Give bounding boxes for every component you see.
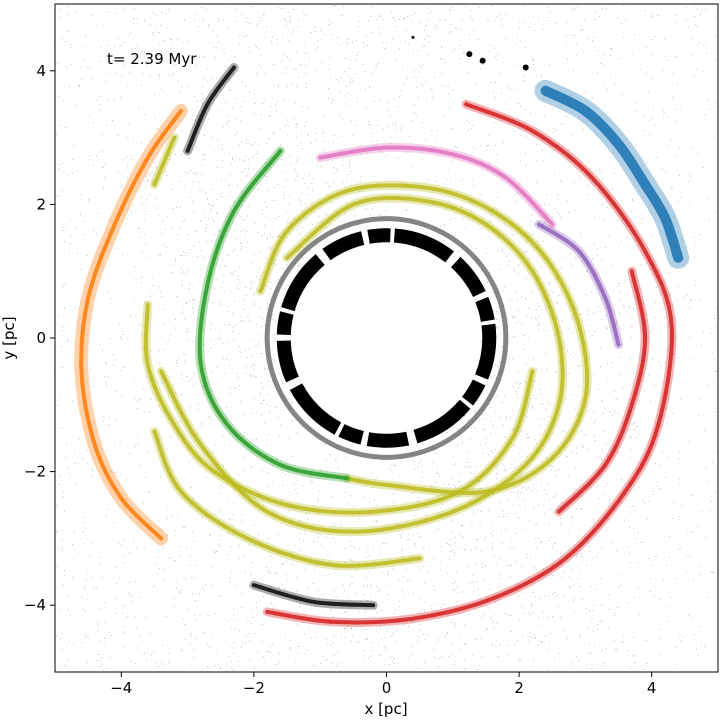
y-tick-label: −2 xyxy=(24,463,46,481)
x-tick-label: 4 xyxy=(647,679,657,697)
y-tick-label: 4 xyxy=(36,62,46,80)
pink-stream xyxy=(315,143,557,229)
inner-dense-ring xyxy=(276,228,497,448)
olive-stream-4-core xyxy=(152,429,422,568)
green-stream-core xyxy=(197,149,349,481)
y-tick-label: 0 xyxy=(36,329,46,347)
blue-stream xyxy=(534,79,690,269)
black-stream-upper xyxy=(183,63,239,156)
y-tick-label: 2 xyxy=(36,195,46,213)
x-tick-label: 2 xyxy=(514,679,524,697)
x-axis-label: x [pc] xyxy=(364,700,407,718)
black-stream-lower-core xyxy=(251,583,376,608)
green-stream xyxy=(195,146,352,483)
olive-stream-2 xyxy=(156,193,568,537)
olive-stream-5 xyxy=(149,133,179,189)
black-stream-lower xyxy=(249,580,378,610)
y-tick-label: −4 xyxy=(24,596,46,614)
dark-clump xyxy=(466,51,473,58)
olive-stream-1-core xyxy=(258,183,590,495)
y-axis-label: y [pc] xyxy=(0,316,18,359)
red-stream-mid xyxy=(554,266,650,517)
olive-stream-3 xyxy=(141,300,537,517)
purple-stream xyxy=(534,219,623,350)
blue-stream-halo xyxy=(534,79,690,269)
pink-stream-core xyxy=(318,145,555,227)
olive-stream-2-core xyxy=(159,195,565,534)
red-stream-outer-halo xyxy=(262,99,677,627)
black-stream-upper-core xyxy=(185,65,236,153)
x-tick-label: −4 xyxy=(110,679,132,697)
olive-stream-3-core xyxy=(143,302,535,515)
olive-stream-1 xyxy=(256,180,592,498)
red-stream-mid-core xyxy=(556,269,648,514)
dark-clump xyxy=(479,57,486,64)
red-stream-outer-core xyxy=(265,102,674,625)
x-tick-label: −2 xyxy=(243,679,265,697)
axis-ticks: −4 −2 0 2 4 −4 −2 0 2 4 xyxy=(24,62,657,697)
time-annotation: t= 2.39 Myr xyxy=(107,50,197,68)
inner-ring-halo xyxy=(264,216,509,460)
dark-clump xyxy=(522,64,529,71)
purple-stream-core xyxy=(537,222,621,347)
olive-stream-5-core xyxy=(152,135,177,187)
olive-stream-4 xyxy=(149,427,425,571)
dark-clump xyxy=(411,35,415,39)
x-tick-label: 0 xyxy=(382,679,392,697)
blue-stream-core xyxy=(540,85,684,263)
red-stream-outer xyxy=(262,99,677,627)
orange-stream-core xyxy=(79,108,183,541)
colored-streams xyxy=(74,35,690,627)
orange-stream xyxy=(74,103,188,546)
